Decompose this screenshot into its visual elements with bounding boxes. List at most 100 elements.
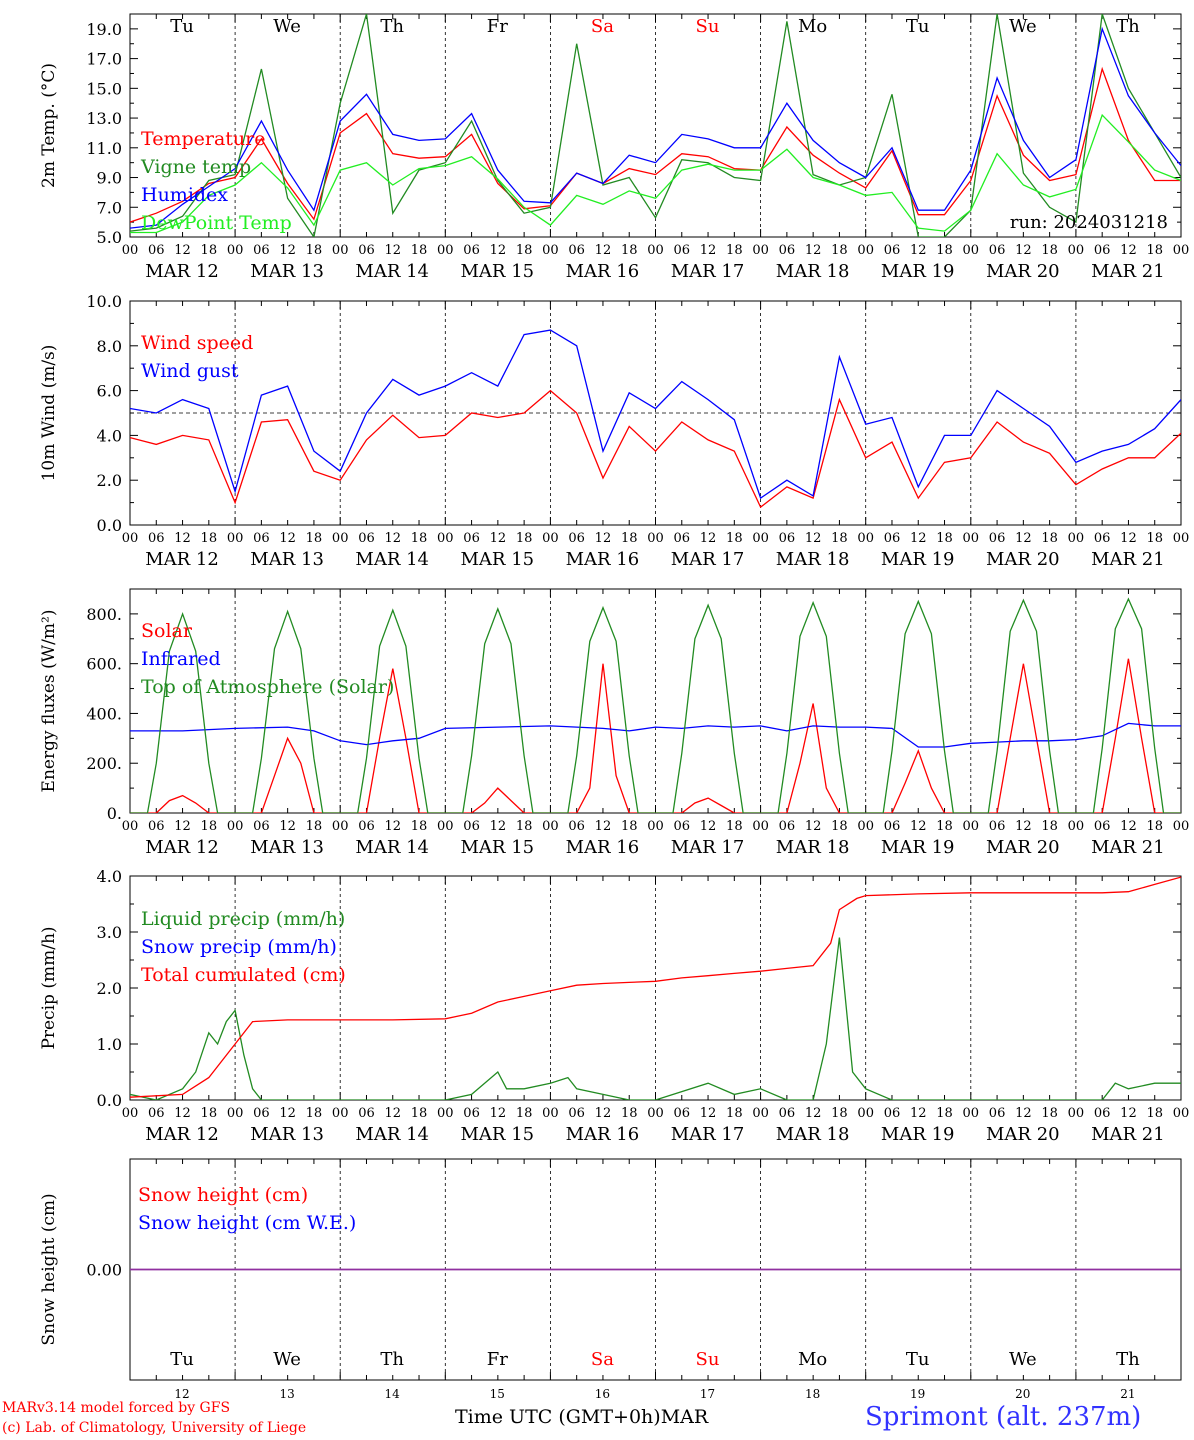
date-label: MAR 17 [671, 261, 745, 282]
hour-tick-label: 18 [306, 531, 323, 546]
hour-tick-label: 06 [989, 819, 1006, 834]
day-number-label: 20 [1015, 1387, 1030, 1401]
hour-tick-label: 06 [674, 819, 691, 834]
date-label: MAR 19 [881, 549, 955, 570]
legend-entry: Liquid precip (mm/h) [141, 908, 345, 930]
hour-tick-label: 06 [358, 1106, 375, 1121]
date-label: MAR 14 [355, 261, 429, 282]
hour-tick-label: 00 [647, 531, 664, 546]
date-label: MAR 21 [1091, 1124, 1165, 1145]
date-label: MAR 21 [1091, 549, 1165, 570]
hour-tick-label: 12 [384, 531, 401, 546]
weekday-label-bottom: Tu [170, 1349, 194, 1370]
hour-tick-label: 00 [963, 243, 980, 258]
hour-tick-label: 06 [253, 819, 270, 834]
date-label: MAR 17 [671, 837, 745, 858]
date-label: MAR 13 [250, 1124, 324, 1145]
hour-tick-label: 12 [1120, 531, 1137, 546]
hour-tick-label: 18 [936, 243, 953, 258]
y-axis-label: Snow height (cm) [39, 1193, 59, 1345]
hour-tick-label: 12 [279, 531, 296, 546]
weekday-label-bottom: We [1009, 1349, 1037, 1370]
hour-tick-label: 00 [857, 819, 874, 834]
y-axis-label: 2m Temp. (°C) [39, 63, 59, 188]
hour-tick-label: 00 [857, 531, 874, 546]
date-label: MAR 17 [671, 549, 745, 570]
plot-frame [129, 13, 1182, 238]
y-tick-label: 15.0 [86, 79, 122, 98]
hour-tick-label: 18 [306, 1106, 323, 1121]
y-tick-label: 4.0 [97, 426, 122, 445]
day-number-label: 14 [385, 1387, 401, 1401]
weekday-label-bottom: Th [380, 1349, 404, 1370]
hour-tick-label: 12 [805, 819, 822, 834]
hour-tick-label: 00 [542, 243, 559, 258]
date-label: MAR 14 [355, 837, 429, 858]
y-tick-label: 9.0 [97, 169, 122, 188]
hour-tick-label: 06 [148, 819, 165, 834]
y-tick-label: 400. [86, 704, 122, 723]
date-label: MAR 20 [986, 1124, 1060, 1145]
y-tick-label: 2.0 [97, 979, 122, 998]
hour-tick-label: 06 [253, 1106, 270, 1121]
hour-tick-label: 12 [1120, 243, 1137, 258]
date-label: MAR 12 [145, 261, 219, 282]
y-tick-label: 3.0 [97, 923, 122, 942]
hour-tick-label: 00 [1173, 243, 1190, 258]
hour-tick-label: 00 [332, 1106, 349, 1121]
hour-tick-label: 06 [568, 1106, 585, 1121]
day-number-label: 13 [279, 1387, 294, 1401]
weekday-label: Sa [591, 16, 614, 37]
hour-tick-label: 12 [1120, 1106, 1137, 1121]
hour-tick-label: 12 [595, 243, 612, 258]
hour-tick-label: 06 [674, 531, 691, 546]
hour-tick-label: 00 [122, 1106, 139, 1121]
hour-tick-label: 18 [306, 819, 323, 834]
hour-tick-label: 06 [463, 1106, 480, 1121]
hour-tick-label: 12 [805, 1106, 822, 1121]
hour-tick-label: 12 [1015, 243, 1032, 258]
credit-line-1: MARv3.14 model forced by GFS [2, 1400, 231, 1416]
hour-tick-label: 18 [831, 531, 848, 546]
y-tick-label: 11.0 [86, 139, 122, 158]
hour-tick-label: 18 [936, 819, 953, 834]
hour-tick-label: 00 [437, 531, 454, 546]
hour-tick-label: 00 [1068, 243, 1085, 258]
legend-entry: Snow height (cm W.E.) [138, 1212, 356, 1234]
date-label: MAR 17 [671, 1124, 745, 1145]
hour-tick-label: 12 [700, 819, 717, 834]
legend-entry: Wind gust [141, 360, 239, 382]
day-number-label: 17 [700, 1387, 715, 1401]
hour-tick-label: 06 [568, 819, 585, 834]
y-tick-label: 200. [86, 754, 122, 773]
hour-tick-label: 00 [752, 1106, 769, 1121]
hour-tick-label: 18 [831, 1106, 848, 1121]
day-number-label: 18 [805, 1387, 820, 1401]
legend-entry: Snow precip (mm/h) [141, 936, 337, 958]
y-tick-label: 800. [86, 605, 122, 624]
weekday-label: Tu [906, 16, 930, 37]
plot-frame [129, 588, 1182, 814]
date-label: MAR 12 [145, 1124, 219, 1145]
y-tick-label: 6.0 [97, 382, 122, 401]
hour-tick-label: 00 [752, 531, 769, 546]
hour-tick-label: 12 [174, 819, 191, 834]
hour-tick-label: 18 [411, 243, 428, 258]
y-tick-label: 8.0 [97, 337, 122, 356]
legend-entry: Humidex [141, 184, 228, 206]
hour-tick-label: 06 [884, 243, 901, 258]
hour-tick-label: 00 [1068, 531, 1085, 546]
hour-tick-label: 18 [621, 1106, 638, 1121]
hour-tick-label: 00 [963, 1106, 980, 1121]
hour-tick-label: 18 [1146, 1106, 1163, 1121]
hour-tick-label: 00 [122, 531, 139, 546]
hour-tick-label: 18 [516, 1106, 533, 1121]
hour-tick-label: 00 [1068, 1106, 1085, 1121]
hour-tick-label: 06 [884, 819, 901, 834]
hour-tick-label: 12 [1015, 819, 1032, 834]
date-label: MAR 15 [460, 549, 534, 570]
date-label: MAR 13 [250, 837, 324, 858]
hour-tick-label: 00 [227, 819, 244, 834]
panel-5: 0.00 Snow height (cm) Snow height (cm) Snow… [39, 1158, 1182, 1381]
hour-tick-label: 00 [752, 243, 769, 258]
